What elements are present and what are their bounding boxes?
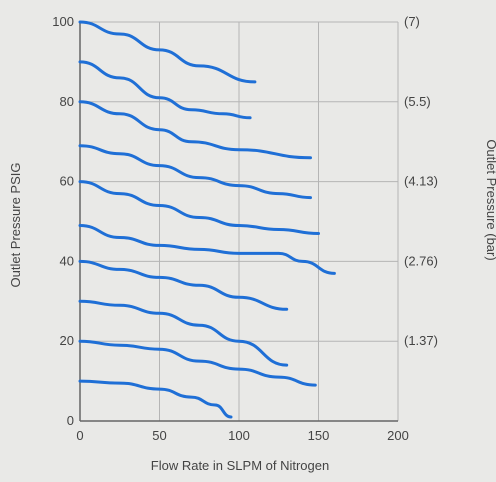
series-line-7	[78, 259, 289, 311]
x-tick-label: 0	[76, 428, 83, 443]
grid-lines	[79, 21, 399, 422]
y2-tick-label: (4.13)	[404, 174, 438, 189]
x-tick-label: 200	[387, 428, 409, 443]
series-line-2	[78, 60, 252, 120]
series-line-8	[78, 299, 289, 367]
y2-tick-label: (1.37)	[404, 333, 438, 348]
y-tick-label: 20	[60, 333, 74, 348]
x-tick-label: 100	[228, 428, 250, 443]
series-layer	[78, 20, 336, 419]
y-tick-label: 40	[60, 253, 74, 268]
series-line-10	[78, 379, 233, 419]
y-tick-label: 60	[60, 174, 74, 189]
y2-tick-label: (5.5)	[404, 94, 431, 109]
y-tick-label: 80	[60, 94, 74, 109]
y2-tick-label: (2.76)	[404, 253, 438, 268]
series-line-6	[78, 224, 336, 275]
series-line-3	[78, 100, 312, 160]
series-line-9	[78, 339, 317, 387]
series-line-5	[78, 180, 320, 235]
tick-labels: 0 50 100 150 200 0 20 40 60 80 100 (7) (5.5) (4.13) (2…	[52, 14, 438, 443]
x-tick-label: 50	[152, 428, 166, 443]
y-tick-label: 0	[67, 413, 74, 428]
series-line-4	[78, 144, 312, 200]
y2-axis-label: Outlet Pressure (bar)	[484, 139, 496, 260]
y-tick-label: 100	[52, 14, 74, 29]
series-line-1	[78, 20, 257, 84]
x-tick-label: 150	[308, 428, 330, 443]
y2-tick-label: (7)	[404, 14, 420, 29]
y-axis-label: Outlet Pressure PSIG	[8, 163, 23, 288]
x-axis-label: Flow Rate in SLPM of Nitrogen	[151, 458, 329, 473]
